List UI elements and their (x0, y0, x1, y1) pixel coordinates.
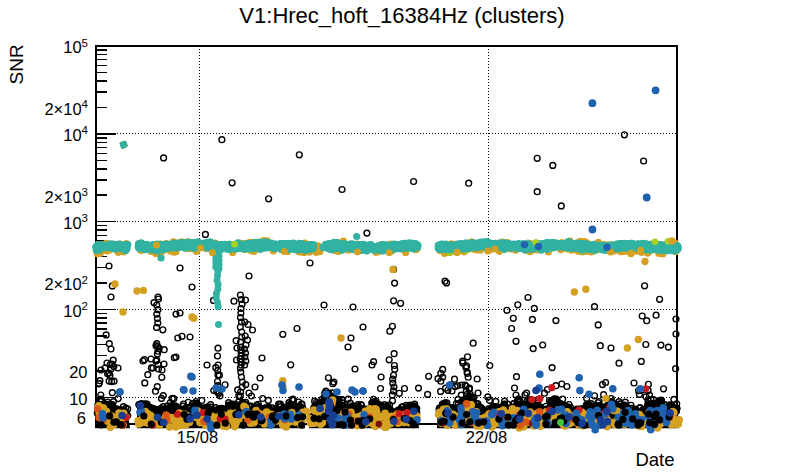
svg-text:2×103: 2×103 (44, 186, 88, 206)
svg-text:SNR: SNR (6, 44, 27, 84)
svg-text:6: 6 (77, 409, 86, 427)
svg-text:V1:Hrec_hoft_16384Hz (clusters: V1:Hrec_hoft_16384Hz (clusters) (239, 3, 564, 28)
svg-text:Date: Date (635, 449, 674, 470)
svg-text:2×102: 2×102 (44, 274, 88, 294)
svg-text:22/08: 22/08 (466, 428, 507, 446)
svg-text:20: 20 (69, 363, 87, 381)
svg-text:15/08: 15/08 (177, 428, 218, 446)
svg-text:10: 10 (69, 390, 87, 408)
